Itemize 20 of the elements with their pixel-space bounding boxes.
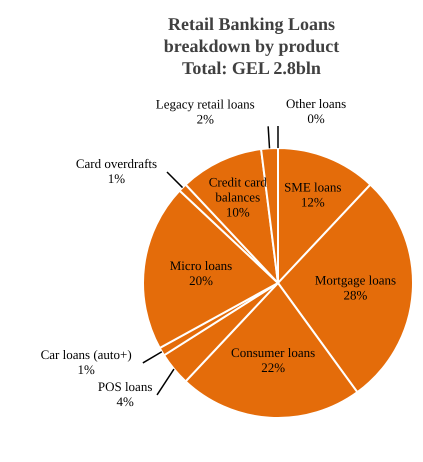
data-label: 20% bbox=[189, 272, 214, 288]
slice-label: Card overdrafts bbox=[76, 156, 158, 171]
slice-label: Car loans (auto+) bbox=[40, 346, 132, 362]
category-label: Other loans bbox=[286, 96, 346, 111]
slice-label: Consumer loans bbox=[231, 344, 316, 360]
slice-label: SME loans bbox=[284, 180, 342, 195]
data-label: 4% bbox=[116, 394, 134, 409]
data-label: 1% bbox=[77, 362, 95, 377]
data-label: 28% bbox=[344, 287, 368, 302]
data-label: 2% bbox=[196, 111, 214, 126]
slice-label: Mortgage loans bbox=[314, 272, 396, 288]
slice-label: POS loans bbox=[98, 378, 152, 394]
data-label: 22% bbox=[261, 360, 286, 375]
data-label: 10% bbox=[226, 204, 250, 220]
slice-label: Legacy retail loans bbox=[156, 96, 255, 112]
data-label: 1% bbox=[108, 170, 126, 186]
slice-label: Micro loans bbox=[170, 258, 232, 273]
chart-title: Retail Banking Loans breakdown by product Total: GEL 2.8bln bbox=[164, 14, 340, 78]
data-label: 12% bbox=[300, 194, 325, 210]
text: 0% bbox=[307, 111, 325, 126]
